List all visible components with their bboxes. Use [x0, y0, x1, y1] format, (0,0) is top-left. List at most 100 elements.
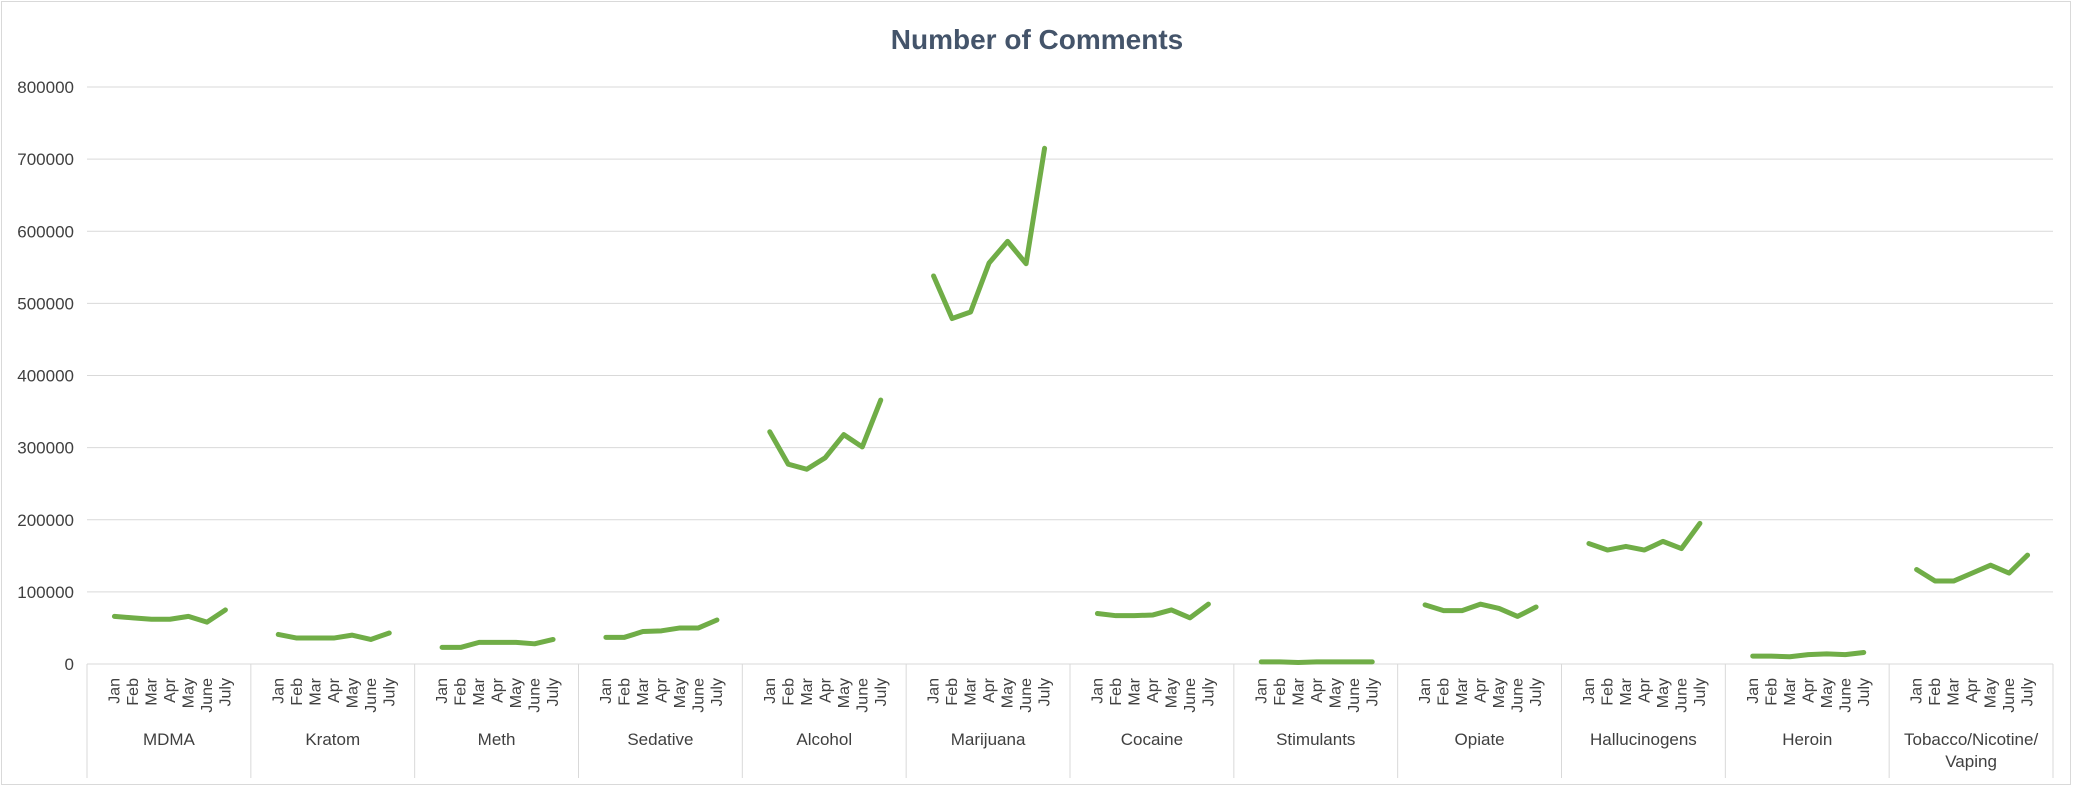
x-tick-label: May: [180, 678, 197, 708]
chart-title: Number of Comments: [891, 24, 1183, 55]
x-tick-label: Apr: [1145, 677, 1162, 703]
x-tick-label: Mar: [1454, 677, 1471, 705]
x-tick-label: Apr: [653, 677, 670, 703]
x-tick-label: Apr: [1309, 677, 1326, 703]
series-line-cocaine: [1094, 601, 1211, 621]
x-tick-label: Feb: [1599, 678, 1616, 706]
x-tick-label: Apr: [1473, 677, 1490, 703]
x-tick-label: May: [1000, 678, 1017, 708]
x-tick-label: Apr: [326, 677, 343, 703]
x-tick-label: Jan: [1089, 678, 1106, 704]
x-tick-label: Apr: [1800, 677, 1817, 703]
x-tick-label: May: [344, 678, 361, 708]
x-tick-label: Mar: [1618, 677, 1635, 705]
x-tick-label: May: [1163, 678, 1180, 708]
x-tick-label: Feb: [1272, 678, 1289, 706]
x-tick-label: June: [363, 678, 380, 713]
category-label: Marijuana: [951, 730, 1026, 749]
series-line-kratom: [275, 630, 392, 642]
x-tick-label: Feb: [289, 678, 306, 706]
x-tick-label: June: [1018, 678, 1035, 713]
x-tick-label: Jan: [1909, 678, 1926, 704]
series-line-opiate: [1422, 601, 1539, 619]
x-tick-label: Mar: [635, 677, 652, 705]
x-tick-label: Jan: [434, 678, 451, 704]
x-tick-label: Jan: [106, 678, 123, 704]
x-tick-label: July: [1364, 678, 1381, 706]
y-tick-label: 0: [65, 655, 74, 674]
x-tick-label: July: [1528, 678, 1545, 706]
y-tick-label: 300000: [17, 439, 74, 458]
x-tick-label: Feb: [1927, 678, 1944, 706]
series-line-meth: [439, 636, 556, 650]
x-tick-label: Mar: [143, 677, 160, 705]
category-label: Stimulants: [1276, 730, 1355, 749]
x-tick-label: July: [2020, 678, 2037, 706]
category-label: Kratom: [305, 730, 360, 749]
series-line-hallucinogens: [1586, 520, 1703, 553]
x-tick-label: June: [199, 678, 216, 713]
x-tick-label: Jan: [598, 678, 615, 704]
x-tick-label: Apr: [490, 677, 507, 703]
x-tick-label: Apr: [1636, 677, 1653, 703]
x-tick-label: Jan: [270, 678, 287, 704]
x-tick-label: Feb: [944, 678, 961, 706]
x-tick-label: July: [709, 678, 726, 706]
x-tick-label: May: [1327, 678, 1344, 708]
series-line-tobacco-nicotine-vaping: [1914, 552, 2031, 584]
series-lines: [111, 145, 2031, 666]
series-line-heroin: [1750, 649, 1867, 660]
category-label: Tobacco/Nicotine/Vaping: [1904, 730, 2038, 771]
x-tick-label: Jan: [762, 678, 779, 704]
y-tick-label: 200000: [17, 511, 74, 530]
category-label: Sedative: [627, 730, 693, 749]
x-tick-label: June: [1837, 678, 1854, 713]
y-tick-label: 700000: [17, 150, 74, 169]
x-tick-label: June: [2001, 678, 2018, 713]
x-tick-label: Apr: [1964, 677, 1981, 703]
x-tick-label: Feb: [616, 678, 633, 706]
x-tick-label: May: [1983, 678, 2000, 708]
x-tick-label: July: [1856, 678, 1873, 706]
category-label: Cocaine: [1121, 730, 1183, 749]
x-tick-label: Mar: [1782, 677, 1799, 705]
x-tick-label: Mar: [1290, 677, 1307, 705]
series-line-alcohol: [767, 397, 884, 472]
category-label: Hallucinogens: [1590, 730, 1697, 749]
category-label: Heroin: [1782, 730, 1832, 749]
x-tick-label: Feb: [1763, 678, 1780, 706]
x-tick-label: Jan: [1581, 678, 1598, 704]
x-tick-label: Apr: [162, 677, 179, 703]
x-tick-label: Jan: [1745, 678, 1762, 704]
gridlines: [87, 86, 2053, 665]
x-tick-label: Jan: [1253, 678, 1270, 704]
y-tick-label: 600000: [17, 222, 74, 241]
y-tick-label: 500000: [17, 294, 74, 313]
x-tick-label: Apr: [817, 677, 834, 703]
series-line-marijuana: [931, 145, 1048, 322]
category-label: Meth: [478, 730, 516, 749]
x-tick-label: June: [690, 678, 707, 713]
x-tick-label: Feb: [453, 678, 470, 706]
x-tick-label: June: [527, 678, 544, 713]
x-tick-label: Feb: [780, 678, 797, 706]
x-tick-label: Mar: [471, 677, 488, 705]
x-tick-label: May: [508, 678, 525, 708]
x-tick-label: July: [1200, 678, 1217, 706]
category-label: Alcohol: [796, 730, 852, 749]
x-tick-label: Mar: [307, 677, 324, 705]
x-tick-label: Apr: [981, 677, 998, 703]
x-tick-label: Feb: [1436, 678, 1453, 706]
y-tick-label: 400000: [17, 367, 74, 386]
y-axis-ticks: 0 100000 200000 300000 400000 500000 600000 700…: [17, 78, 74, 674]
x-tick-label: Feb: [1108, 678, 1125, 706]
x-tick-label: Jan: [926, 678, 943, 704]
y-tick-label: 100000: [17, 583, 74, 602]
x-tick-label: June: [1182, 678, 1199, 713]
x-tick-label: July: [1692, 678, 1709, 706]
x-tick-label: May: [1819, 678, 1836, 708]
x-tick-label: June: [854, 678, 871, 713]
